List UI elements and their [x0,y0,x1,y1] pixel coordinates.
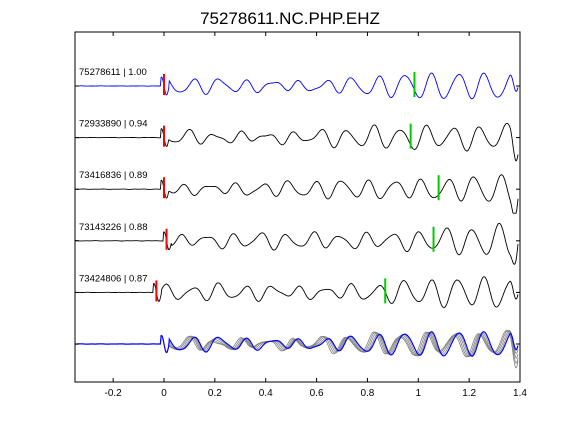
x-tick-label: 0.2 [208,388,222,399]
x-tick-label: 1 [416,388,422,399]
x-tick-label: -0.2 [105,388,123,399]
trace-label: 75278611 | 1.00 [79,67,147,78]
x-tick-label: 1.2 [462,388,476,399]
x-axis: -0.2 0 0.2 0.4 0.6 0.8 1 1.2 1.4 [105,32,527,399]
x-tick-label: 0 [161,388,167,399]
trace-line [75,276,519,309]
x-tick-label: 0.4 [259,388,273,399]
plot-frame [74,31,521,383]
trace-line [75,174,519,214]
trace-label: 73424806 | 0.87 [79,273,148,284]
y-axis [75,85,520,345]
trace-line [74,122,519,162]
trace-labels: 75278611 | 1.00 72933890 | 0.94 73416836 |… [79,67,148,284]
stack-mean-line [75,331,519,357]
x-tick-label: 1.4 [513,388,527,399]
traces-group [74,72,519,369]
x-tick-label: 0.8 [360,388,374,399]
chart-title: 75278611.NC.PHP.EHZ [200,9,380,28]
trace-label: 73143226 | 0.88 [79,222,148,233]
x-tick-label: 0.6 [310,388,324,399]
trace-label: 72933890 | 0.94 [79,119,148,130]
trace-label: 73416836 | 0.89 [79,170,148,181]
trace-line [75,222,519,265]
trace-line [75,72,519,100]
